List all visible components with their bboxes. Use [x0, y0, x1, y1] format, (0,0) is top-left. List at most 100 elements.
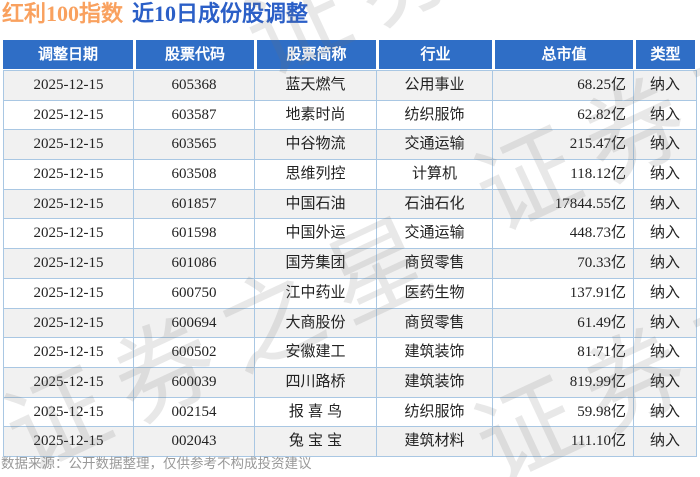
cell-code: 600039: [134, 367, 255, 397]
cell-name: 蓝天燃气: [255, 71, 377, 100]
cell-type: 纳入: [649, 165, 680, 183]
table-row: 2025-12-15 600502 安徽建工 建筑装饰 81.71亿 纳入: [4, 338, 696, 368]
table-row: 2025-12-15 603565 中谷物流 交通运输 215.47亿 纳入: [4, 130, 696, 161]
cell-date: 2025-12-15: [4, 100, 134, 130]
table-body: 2025-12-15 605368 蓝天燃气 公用事业 68.25亿 纳入 2025-12-…: [3, 70, 697, 457]
cell-code: 600694: [134, 308, 255, 338]
cell-industry: 建筑材料: [377, 427, 493, 456]
cell-market-cap: 68.25亿: [493, 71, 634, 100]
cell-type: 纳入: [649, 194, 680, 212]
cell-date: 2025-12-15: [4, 160, 134, 189]
cell-type: 纳入: [649, 402, 680, 420]
column-header-code: 股票代码: [133, 40, 254, 69]
cell-type: 纳入: [649, 432, 680, 450]
cell-date: 2025-12-15: [4, 427, 134, 456]
cell-date: 2025-12-15: [4, 338, 134, 367]
table-row: 2025-12-15 601857 中国石油 石油石化 17844.55亿 纳入: [4, 189, 696, 220]
table-row: 2025-12-15 600694 大商股份 商贸零售 61.49亿 纳入: [4, 308, 696, 339]
cell-name: 大商股份: [255, 308, 377, 338]
cell-market-cap: 62.82亿: [493, 100, 634, 130]
cell-industry: 纺织服饰: [377, 397, 493, 427]
cell-name: 思维列控: [255, 160, 377, 189]
cell-type: 纳入: [649, 105, 680, 123]
cell-name: 国芳集团: [255, 249, 377, 278]
cell-name: 中国外运: [255, 219, 377, 249]
cell-industry: 石油石化: [377, 189, 493, 219]
cell-code: 603587: [134, 100, 255, 130]
cell-date: 2025-12-15: [4, 278, 134, 308]
table-row: 2025-12-15 601086 国芳集团 商贸零售 70.33亿 纳入: [4, 249, 696, 279]
table-row: 2025-12-15 002154 报 喜 鸟纺织服饰 59.98亿 纳入: [4, 397, 696, 428]
adjustment-table: 调整日期 股票代码 股票简称 行业 总市值 类型 2025-12-15 60536…: [3, 40, 697, 457]
cell-date: 2025-12-15: [4, 219, 134, 249]
cell-code: 605368: [134, 71, 255, 100]
cell-industry: 公用事业: [377, 71, 493, 100]
cell-market-cap: 215.47亿: [493, 130, 634, 160]
cell-name: 中谷物流: [255, 130, 377, 160]
cell-date: 2025-12-15: [4, 249, 134, 278]
page-subtitle: 近10日成份股调整: [132, 1, 309, 26]
cell-industry: 建筑装饰: [377, 367, 493, 397]
table-row: 2025-12-15 605368 蓝天燃气 公用事业 68.25亿 纳入: [4, 71, 696, 101]
page-title: 红利100指数 近10日成份股调整: [2, 0, 308, 29]
cell-name: 安徽建工: [255, 338, 377, 367]
cell-type: 纳入: [649, 254, 680, 272]
table-row: 2025-12-15 002043 兔 宝 宝建筑材料 111.10亿 纳入: [4, 427, 696, 456]
cell-industry: 建筑装饰: [377, 338, 493, 367]
cell-market-cap: 137.91亿: [493, 278, 634, 308]
cell-type: 纳入: [649, 283, 680, 301]
cell-date: 2025-12-15: [4, 130, 134, 160]
cell-date: 2025-12-15: [4, 367, 134, 397]
cell-name: 四川路桥: [255, 367, 377, 397]
cell-name: 地素时尚: [255, 100, 377, 130]
cell-code: 600502: [134, 338, 255, 367]
cell-industry: 商贸零售: [377, 308, 493, 338]
table-row: 2025-12-15 603587 地素时尚 纺织服饰 62.82亿 纳入: [4, 100, 696, 131]
column-header-name: 股票简称: [254, 40, 376, 69]
cell-name: 中国石油: [255, 189, 377, 219]
cell-industry: 商贸零售: [377, 249, 493, 278]
cell-date: 2025-12-15: [4, 308, 134, 338]
index-name: 红利100指数: [2, 1, 124, 26]
cell-type: 纳入: [649, 313, 680, 331]
cell-type: 纳入: [649, 343, 680, 361]
cell-code: 601857: [134, 189, 255, 219]
cell-market-cap: 118.12亿: [493, 160, 634, 189]
cell-industry: 医药生物: [377, 278, 493, 308]
table-header-row: 调整日期 股票代码 股票简称 行业 总市值 类型: [3, 40, 697, 69]
cell-industry: 纺织服饰: [377, 100, 493, 130]
column-header-date: 调整日期: [3, 40, 133, 69]
cell-name: 兔 宝 宝: [255, 427, 377, 456]
table-row: 2025-12-15 603508 思维列控 计算机 118.12亿 纳入: [4, 160, 696, 190]
cell-code: 603565: [134, 130, 255, 160]
table-row: 2025-12-15 600750 江中药业 医药生物 137.91亿 纳入: [4, 278, 696, 309]
cell-code: 601598: [134, 219, 255, 249]
cell-code: 002043: [134, 427, 255, 456]
cell-name: 江中药业: [255, 278, 377, 308]
cell-code: 600750: [134, 278, 255, 308]
cell-code: 002154: [134, 397, 255, 427]
cell-code: 601086: [134, 249, 255, 278]
cell-name: 报 喜 鸟: [255, 397, 377, 427]
cell-market-cap: 59.98亿: [493, 397, 634, 427]
cell-type: 纳入: [649, 135, 680, 153]
cell-market-cap: 819.99亿: [493, 367, 634, 397]
column-header-type: 类型: [633, 40, 695, 69]
column-header-industry: 行业: [376, 40, 492, 69]
data-source-note: 数据来源：公开数据整理，仅供参考不构成投资建议: [1, 456, 312, 471]
cell-code: 603508: [134, 160, 255, 189]
cell-market-cap: 81.71亿: [493, 338, 634, 367]
column-header-cap: 总市值: [492, 40, 633, 69]
cell-type: 纳入: [649, 372, 680, 390]
cell-industry: 交通运输: [377, 130, 493, 160]
cell-type: 纳入: [649, 224, 680, 242]
cell-market-cap: 70.33亿: [493, 249, 634, 278]
table-row: 2025-12-15 600039 四川路桥 建筑装饰 819.99亿 纳入: [4, 367, 696, 398]
cell-market-cap: 17844.55亿: [493, 189, 634, 219]
cell-date: 2025-12-15: [4, 189, 134, 219]
cell-industry: 计算机: [377, 160, 493, 189]
cell-date: 2025-12-15: [4, 397, 134, 427]
cell-market-cap: 61.49亿: [493, 308, 634, 338]
cell-type: 纳入: [649, 76, 680, 93]
